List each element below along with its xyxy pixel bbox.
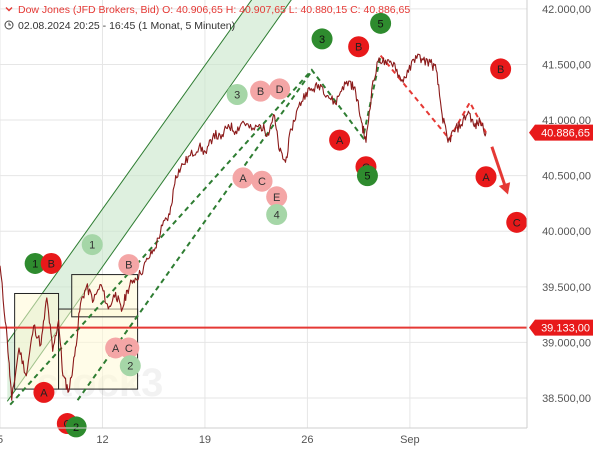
y-tick-label: 39.000,00 [542,337,591,349]
clock-icon [4,20,14,30]
y-tick-label: 41.500,00 [542,59,591,71]
wave-marker-label: 1 [89,240,95,252]
wave-marker-label: E [273,192,280,204]
wave-marker-label: C [125,343,133,355]
timeframe-info: 02.08.2024 20:25 - 16:45 (1 Monat, 5 Min… [4,20,235,33]
wave-marker-label: A [336,135,344,147]
instrument-quote: Dow Jones (JFD Brokers, Bid) O: 40.906,6… [18,4,411,16]
forecast-arrow-shaft [490,146,508,190]
x-tick-label: Sep [400,434,420,446]
price-line [0,53,487,401]
wave-marker-green [24,252,46,274]
wave-projection-down [379,54,487,141]
wave-marker-red [33,381,55,403]
y-tick-label: 40.500,00 [542,171,591,183]
wave-marker-red [506,211,528,233]
wave-marker-pink [251,170,273,192]
wave-marker-label: 1 [32,258,38,270]
wave-marker-pink [118,337,140,359]
wave-marker-pink [269,78,291,100]
last-price-tag-label: 40.886,65 [541,128,590,140]
price-series [0,53,487,401]
wave-marker-label: 3 [319,34,325,46]
wave-marker-label: A [482,172,490,184]
wave-marker-red [475,166,497,188]
wave-marker-label: 5 [378,18,384,30]
wave-marker-red [329,129,351,151]
wave-marker-pink [266,186,288,208]
x-tick-label: 19 [199,434,211,446]
y-tick-label: 42.000,00 [542,4,591,16]
wave-marker-green [311,28,333,50]
consolidation-boxes [14,274,139,390]
wave-marker-label: 5 [364,171,370,183]
wave-marker-label: 2 [127,361,133,373]
wave-marker-label: A [239,173,247,185]
x-tick-label: 12 [96,434,108,446]
wave-marker-lightgreen [119,355,141,377]
last-price-tag-bg [529,124,593,141]
wave-marker-red [40,252,62,274]
channel-upper-line [6,0,253,343]
wave-marker-lightgreen [226,83,248,105]
support-level-tag-bg [529,319,593,336]
wave-marker-red [490,58,512,80]
y-tick-label: 40.000,00 [542,226,591,238]
wave-marker-label: C [513,217,521,229]
wave-marker-label: D [276,84,284,96]
wave-marker-label: A [112,343,120,355]
wave-marker-label: 3 [234,89,240,101]
x-tick-label: 5 [0,434,3,446]
wave-markers: 1B1BAC2AC23BDACE43B5AC5BAC [24,12,528,438]
wave-marker-pink [232,167,254,189]
wave-marker-green [356,165,378,187]
y-tick-label: 41.000,00 [542,115,591,127]
wave-marker-label: C [258,176,266,188]
wave-marker-pink [118,254,140,276]
wave-marker-lightgreen [266,204,288,226]
wave-marker-pink [250,80,272,102]
wave-marker-label: B [497,64,504,76]
x-tick-label: 26 [301,434,313,446]
support-level-tag-label: 39.133,00 [541,323,590,335]
wave-marker-label: B [355,42,362,54]
wave-marker-label: B [48,258,55,270]
instrument-info: Dow Jones (JFD Brokers, Bid) O: 40.906,6… [4,4,410,17]
wave-marker-green [370,12,392,34]
timeframe-text: 02.08.2024 20:25 - 16:45 (1 Monat, 5 Min… [18,20,236,32]
wave-marker-label: 4 [274,210,280,222]
wave-marker-green [65,416,87,438]
wave-marker-label: B [257,86,264,98]
forecast-arrow-head [498,182,511,195]
y-tick-label: 39.500,00 [542,282,591,294]
wave-marker-lightgreen [81,234,103,256]
wave-marker-label: A [40,387,48,399]
wave-marker-red [348,36,370,58]
y-tick-label: 38.500,00 [542,393,591,405]
wave-marker-label: B [125,260,132,272]
price-tags: 40.886,65 39.133,00 [529,124,593,336]
collapse-chevron-icon[interactable] [4,4,14,14]
